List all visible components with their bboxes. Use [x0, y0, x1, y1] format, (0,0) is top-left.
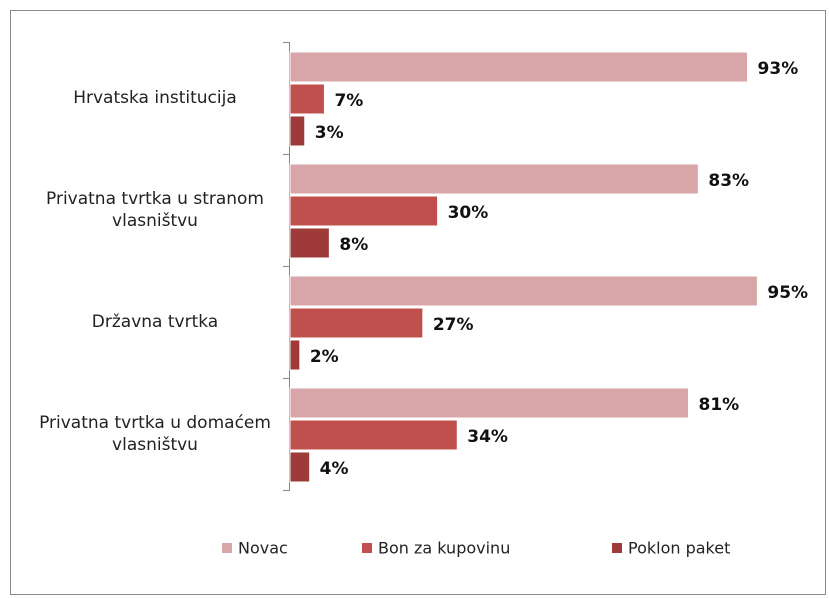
value-label: 34%: [467, 427, 508, 447]
category-label: Privatna tvrtka u stranom vlasništvu: [46, 189, 264, 231]
bar: [289, 115, 306, 147]
value-label: 2%: [310, 347, 339, 367]
value-label: 4%: [320, 459, 349, 479]
bar: [289, 387, 690, 419]
legend-label: Poklon paket: [628, 539, 730, 558]
bar: [289, 275, 758, 307]
legend-label: Bon za kupovinu: [378, 539, 510, 558]
value-label: 8%: [339, 235, 368, 255]
value-label: 30%: [448, 203, 489, 223]
value-label: 95%: [767, 283, 808, 303]
legend-swatch: [222, 543, 232, 553]
bar: [289, 83, 325, 115]
bar: [289, 339, 301, 371]
bar: [289, 227, 330, 259]
value-label: 83%: [708, 171, 749, 191]
category-label: Državna tvrtka: [91, 312, 219, 332]
category-label: Hrvatska institucija: [73, 88, 237, 108]
bar: [289, 451, 311, 483]
value-label: 27%: [433, 315, 474, 335]
bar: [289, 307, 424, 339]
legend-label: Novac: [238, 539, 288, 558]
bar: [289, 195, 439, 227]
bar: [289, 419, 458, 451]
value-label: 81%: [699, 395, 740, 415]
bar: [289, 51, 749, 83]
legend-swatch: [612, 543, 622, 553]
legend-swatch: [362, 543, 372, 553]
bar: [289, 163, 699, 195]
category-label: Privatna tvrtka u domaćem vlasništvu: [39, 413, 271, 455]
value-label: 7%: [334, 91, 363, 111]
value-label: 3%: [315, 123, 344, 143]
value-label: 93%: [758, 59, 799, 79]
